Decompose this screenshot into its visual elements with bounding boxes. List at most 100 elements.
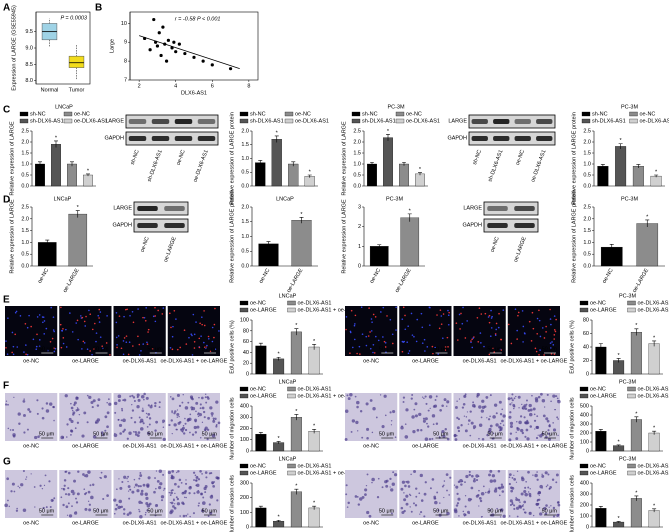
cell xyxy=(52,405,55,409)
cell xyxy=(179,421,182,424)
cell xyxy=(4,503,8,508)
cell xyxy=(80,315,82,317)
error-bar xyxy=(258,505,263,510)
cell xyxy=(97,509,100,511)
cell xyxy=(366,473,369,476)
significance-mark: * xyxy=(646,214,649,220)
cell xyxy=(413,408,416,411)
cell xyxy=(145,496,149,500)
cell xyxy=(7,317,9,319)
cell xyxy=(545,485,548,488)
cell xyxy=(478,489,480,492)
point xyxy=(210,63,214,67)
cell xyxy=(215,400,219,404)
y-tick-label: 300 xyxy=(580,421,589,427)
cell xyxy=(208,503,211,506)
cell xyxy=(456,400,458,402)
cell xyxy=(421,326,424,329)
cell xyxy=(163,489,165,491)
cell xyxy=(132,345,134,347)
legend-swatch xyxy=(627,307,636,313)
cell xyxy=(553,334,556,336)
y-axis-label: EdU positive cells (%) xyxy=(229,320,235,374)
legend-swatch xyxy=(579,300,589,306)
cell xyxy=(410,473,412,476)
cell xyxy=(133,478,136,481)
y-tick-label: 9.5 xyxy=(25,29,33,35)
cell xyxy=(449,476,452,479)
cell xyxy=(423,492,427,496)
cell xyxy=(464,505,467,508)
cell xyxy=(443,398,447,402)
cell xyxy=(162,426,165,429)
cell xyxy=(199,469,202,473)
cell xyxy=(541,327,544,329)
cell xyxy=(203,324,206,327)
cell xyxy=(354,323,356,325)
cell xyxy=(471,403,476,408)
cell xyxy=(457,480,461,484)
cell xyxy=(518,420,522,425)
cell xyxy=(419,473,423,478)
y-axis-label: Relative expression of LARGE xyxy=(341,121,347,196)
cell xyxy=(91,353,93,356)
cell xyxy=(91,483,95,486)
cell xyxy=(7,427,10,430)
error-bar xyxy=(312,428,317,434)
cell xyxy=(375,416,378,419)
cell xyxy=(178,404,182,407)
cell xyxy=(557,503,561,507)
cell xyxy=(421,342,424,344)
cell xyxy=(524,492,528,497)
blot-label: LARGE xyxy=(448,118,467,124)
blot-band xyxy=(128,119,147,124)
scale-label: 50 μm xyxy=(202,431,218,437)
cell xyxy=(4,403,8,406)
y-tick-label: 200 xyxy=(240,495,249,501)
error-bar xyxy=(45,239,50,245)
cell xyxy=(193,333,196,336)
annotation: r = -0.58 P < 0.001 xyxy=(175,16,221,22)
cell xyxy=(545,504,548,507)
cell xyxy=(50,306,53,309)
cell xyxy=(354,395,357,398)
y-tick-label: 0.0 xyxy=(21,183,29,189)
y-tick-label: 2.0 xyxy=(21,139,29,145)
cell xyxy=(84,325,87,327)
cell xyxy=(147,413,151,416)
cell xyxy=(172,325,174,328)
cell xyxy=(13,490,16,493)
blot-band xyxy=(487,223,508,228)
cell xyxy=(550,400,552,403)
cell xyxy=(116,346,118,349)
cell xyxy=(204,429,206,432)
plot-frame xyxy=(129,11,259,81)
significance-mark: * xyxy=(635,490,638,496)
bar xyxy=(37,242,57,267)
cell xyxy=(122,353,125,356)
cell xyxy=(160,495,165,499)
legend-swatch xyxy=(629,118,638,124)
legend-swatch xyxy=(579,307,589,313)
blot-strip xyxy=(133,218,189,233)
cell xyxy=(84,507,88,511)
y-tick-label: 2.0 xyxy=(583,216,591,222)
cell xyxy=(127,475,130,478)
bar xyxy=(255,507,267,528)
y-tick-label: 0.0 xyxy=(21,263,29,269)
cell xyxy=(453,508,458,512)
cell xyxy=(484,312,487,315)
significance-mark: * xyxy=(313,501,316,507)
cell xyxy=(478,423,483,427)
cell xyxy=(194,474,197,477)
cell xyxy=(145,396,149,400)
cell xyxy=(486,417,488,419)
legend-swatch xyxy=(627,393,636,399)
micrograph-caption: oe-NC xyxy=(23,358,39,364)
cell xyxy=(149,405,153,409)
cell xyxy=(400,426,404,430)
cell xyxy=(405,408,409,412)
legend-label: oe-NC xyxy=(250,300,266,306)
cell xyxy=(356,400,360,405)
scale-label: 50 μm xyxy=(379,431,395,437)
